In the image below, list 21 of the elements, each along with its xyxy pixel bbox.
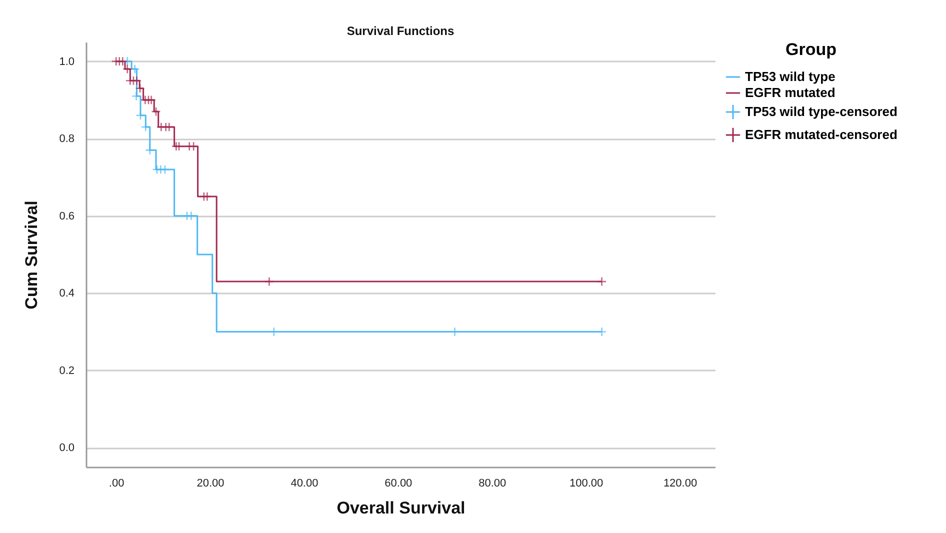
y-axis-title: Cum Survival	[22, 200, 42, 310]
legend-label: TP53 wild type-censored	[745, 104, 898, 119]
x-tick-label: 60.00	[384, 478, 412, 490]
y-tick-label: 0.2	[59, 364, 74, 377]
y-tick-label: 0.0	[59, 442, 74, 454]
legend-label: EGFR mutated-censored	[745, 127, 898, 142]
y-tick-label: 1.0	[59, 56, 74, 68]
x-tick-label: .00	[108, 478, 124, 490]
y-tick-label: 0.6	[59, 210, 74, 222]
x-axis-title: Overall Survival	[336, 498, 466, 518]
x-tick-label: 120.00	[663, 478, 698, 490]
legend-title: Group	[786, 40, 836, 59]
legend-label: EGFR mutated	[745, 85, 836, 100]
x-tick-label: 80.00	[478, 478, 506, 490]
x-tick-label: 40.00	[290, 478, 318, 490]
y-tick-label: 0.8	[59, 133, 74, 146]
chart-title: Survival Functions	[346, 24, 454, 38]
x-tick-label: 20.00	[196, 478, 224, 490]
x-tick-label: 100.00	[569, 478, 604, 490]
y-tick-label: 0.4	[59, 288, 74, 300]
legend-label: TP53 wild type	[745, 69, 836, 84]
